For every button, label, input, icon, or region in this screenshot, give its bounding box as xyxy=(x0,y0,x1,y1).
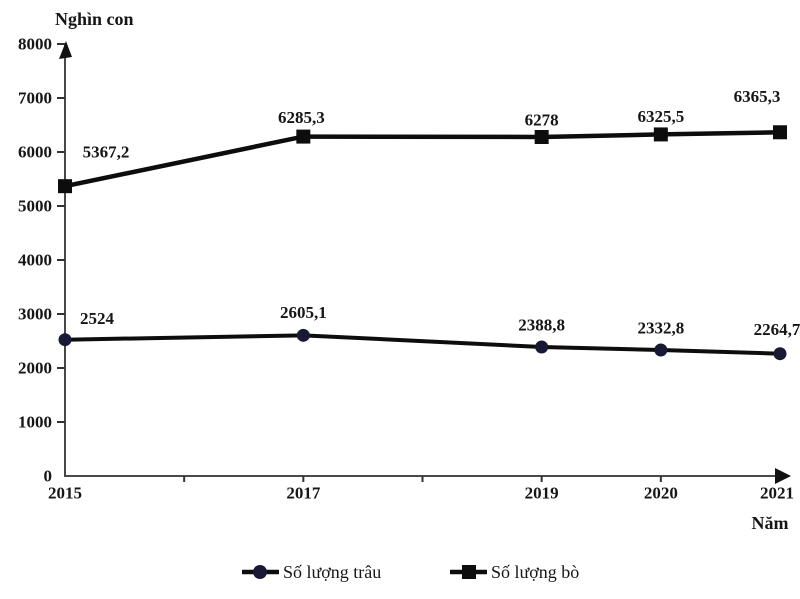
data-point-marker xyxy=(773,347,787,361)
data-point-marker xyxy=(653,127,668,142)
data-point-label: 6325,5 xyxy=(637,107,684,126)
y-axis-unit-label: Nghìn con xyxy=(55,9,134,29)
legend: Số lượng trâu Số lượng bò xyxy=(242,562,579,582)
y-axis-arrow xyxy=(59,41,72,59)
x-axis-title: Năm xyxy=(752,513,789,533)
data-point-label: 2264,7 xyxy=(754,320,800,339)
data-point-label: 6285,3 xyxy=(278,108,325,127)
legend-item-1: Số lượng trâu xyxy=(242,562,381,582)
data-point-marker xyxy=(296,328,310,342)
x-tick-label: 2020 xyxy=(644,484,678,503)
data-point-label: 5367,2 xyxy=(83,143,130,162)
data-point-label: 6278 xyxy=(525,110,559,129)
legend-label: Số lượng trâu xyxy=(283,562,381,582)
legend-label: Số lượng bò xyxy=(491,562,579,582)
legend-item-2: Số lượng bò xyxy=(450,562,579,582)
data-point-marker xyxy=(58,333,72,347)
x-tick-label: 2021 xyxy=(760,484,794,503)
x-tick-label: 2017 xyxy=(286,484,321,503)
y-tick-label: 5000 xyxy=(18,197,52,216)
y-tick-label: 8000 xyxy=(18,35,52,54)
data-point-label: 2524 xyxy=(80,309,115,328)
legend-square-marker-icon xyxy=(462,565,476,579)
data-point-marker xyxy=(534,129,549,144)
data-point-label: 6365,3 xyxy=(734,87,781,106)
data-point-marker xyxy=(654,343,668,357)
data-point-marker xyxy=(773,125,787,140)
plot-area: 0 1000 2000 3000 4000 5000 6000 7000 8000 2015 201… xyxy=(18,35,800,503)
series-line-1 xyxy=(64,333,781,356)
data-point-marker xyxy=(296,129,311,144)
legend-circle-marker-icon xyxy=(253,565,267,579)
data-point-label: 2332,8 xyxy=(637,319,684,338)
y-tick-label: 0 xyxy=(44,467,53,486)
data-point-marker xyxy=(58,179,72,194)
x-tick-label: 2019 xyxy=(525,484,559,503)
y-tick-label: 4000 xyxy=(18,251,52,270)
y-tick-label: 7000 xyxy=(18,89,52,108)
y-tick-label: 2000 xyxy=(18,359,52,378)
y-tick-label: 6000 xyxy=(18,143,52,162)
data-point-label: 2605,1 xyxy=(280,303,327,322)
data-point-label: 2388,8 xyxy=(518,316,565,335)
y-tick-label: 1000 xyxy=(18,413,52,432)
series-line-2 xyxy=(64,130,781,189)
x-axis-arrow xyxy=(775,468,791,484)
y-tick-label: 3000 xyxy=(18,305,52,324)
x-tick-label: 2015 xyxy=(48,484,82,503)
data-point-marker xyxy=(535,340,549,354)
